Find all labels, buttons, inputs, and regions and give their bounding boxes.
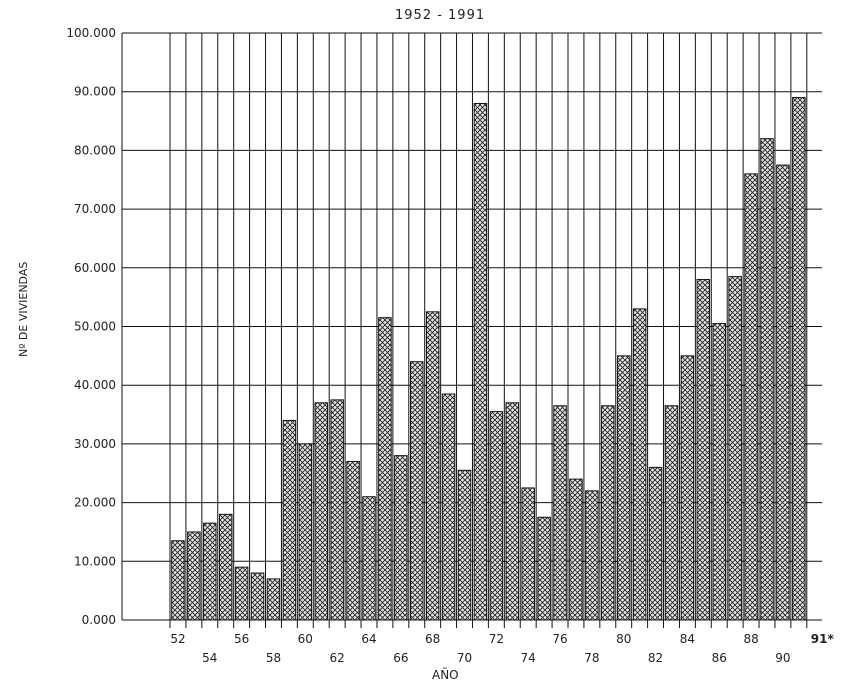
y-tick-label: 90.000 [74, 85, 116, 99]
x-tick-label: 90 [775, 651, 790, 665]
x-tick-label: 84 [680, 632, 695, 646]
bar-60 [298, 443, 313, 621]
x-tick-label: 66 [393, 651, 408, 665]
bar-58 [266, 578, 281, 621]
x-tick-label: 60 [298, 632, 313, 646]
bar-74 [521, 487, 535, 621]
bar-86 [712, 323, 726, 621]
bar-72 [489, 411, 504, 621]
bar-64 [362, 496, 376, 621]
x-tick-label: 62 [330, 651, 345, 665]
bar-90 [776, 164, 790, 621]
y-tick-label: 50.000 [74, 320, 116, 334]
y-tick-label: 10.000 [74, 554, 116, 568]
bar-84 [680, 355, 695, 621]
x-tick-label: 70 [457, 651, 472, 665]
bar-91* [792, 97, 806, 621]
x-tick-label: 54 [202, 651, 217, 665]
bar-81 [632, 308, 647, 621]
x-tick-label: 68 [425, 632, 440, 646]
bar-82 [648, 466, 663, 621]
x-tick-label: 91* [811, 632, 835, 646]
y-tick-label: 30.000 [74, 437, 116, 451]
bar-89 [760, 138, 774, 621]
x-tick-label: 88 [743, 632, 758, 646]
bar-79 [601, 405, 615, 621]
bar-62 [330, 399, 344, 621]
bars [171, 97, 806, 621]
y-tick-label: 40.000 [74, 378, 116, 392]
x-tick-label: 64 [361, 632, 376, 646]
x-tick-label: 52 [170, 632, 185, 646]
bar-63 [346, 461, 360, 621]
bar-67 [410, 361, 424, 621]
bar-88 [744, 173, 758, 621]
x-axis-label: AÑO [432, 668, 459, 682]
bar-73 [505, 402, 520, 621]
bar-59 [282, 419, 297, 621]
bar-83 [664, 405, 679, 621]
y-tick-label: 0.000 [82, 613, 116, 627]
bar-52 [171, 540, 185, 621]
bar-65 [378, 317, 392, 621]
y-tick-label: 80.000 [74, 143, 116, 157]
x-tick-label: 82 [648, 651, 663, 665]
bar-68 [425, 311, 440, 621]
bar-75 [537, 516, 551, 621]
x-tick-label: 76 [552, 632, 567, 646]
bar-70 [457, 469, 472, 621]
x-tick-label: 72 [489, 632, 504, 646]
x-tick-label: 78 [584, 651, 599, 665]
bar-78 [585, 490, 599, 621]
y-tick-label: 70.000 [74, 202, 116, 216]
x-tick-label: 80 [616, 632, 631, 646]
y-tick-label: 60.000 [74, 261, 116, 275]
bar-56 [234, 566, 249, 621]
x-tick-label: 58 [266, 651, 281, 665]
x-tick-label: 56 [234, 632, 249, 646]
bar-80 [616, 355, 631, 621]
chart-subtitle: 1952 - 1991 [395, 8, 486, 23]
bar-54 [203, 522, 217, 621]
bar-53 [187, 531, 201, 621]
bar-69 [441, 393, 456, 621]
bar-61 [314, 402, 328, 621]
axes: 0.000 10.000 20.000 30.000 40.000 50.000 60.00… [66, 26, 834, 665]
bar-76 [553, 405, 567, 621]
bar-85 [696, 279, 711, 621]
bar-66 [394, 455, 408, 621]
x-tick-label: 86 [712, 651, 727, 665]
bar-57 [250, 572, 265, 621]
y-tick-label: 100.000 [66, 26, 116, 40]
bar-71 [473, 102, 488, 621]
x-tick-label: 74 [521, 651, 536, 665]
bar-87 [728, 276, 742, 621]
bar-77 [569, 478, 583, 621]
bar-55 [218, 513, 233, 621]
y-tick-label: 20.000 [74, 496, 116, 510]
